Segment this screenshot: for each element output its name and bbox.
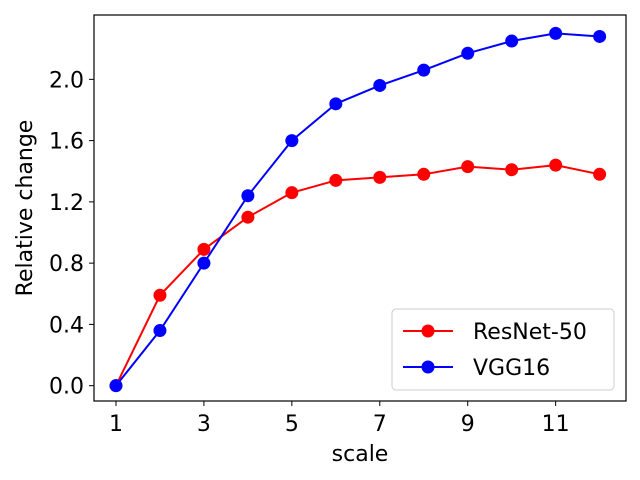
x-tick-label-3: 3 (197, 412, 211, 437)
point-vgg16-x9 (461, 46, 475, 60)
point-resnet50-x9 (461, 160, 475, 174)
y-tick-label-1.6: 1.6 (49, 130, 84, 155)
series-line-vgg16 (115, 32, 600, 387)
x-axis-label: scale (332, 442, 389, 467)
point-vgg16-x6 (329, 97, 343, 111)
point-vgg16-x3 (197, 256, 211, 270)
y-axis-label: Relative change (13, 120, 38, 297)
point-resnet50-x10 (505, 163, 519, 177)
legend: ResNet-50 VGG16 (391, 308, 615, 391)
point-resnet50-x11 (549, 158, 563, 172)
x-tick-label-9: 9 (461, 412, 475, 437)
point-vgg16-x10 (505, 34, 519, 48)
point-resnet50-x12 (593, 167, 607, 181)
legend-box (391, 308, 615, 391)
point-resnet50-x4 (241, 210, 255, 224)
point-vgg16-x2 (153, 324, 167, 338)
x-tick-label-11: 11 (542, 412, 570, 437)
point-vgg16-x8 (417, 63, 431, 77)
point-vgg16-x12 (593, 29, 607, 43)
plot-frame (93, 14, 627, 402)
point-resnet50-x7 (373, 170, 387, 184)
legend-label-resnet50: ResNet-50 (473, 320, 587, 345)
y-tick-label-0.8: 0.8 (49, 252, 84, 277)
point-resnet50-x2 (153, 288, 167, 302)
legend-marker-vgg16 (421, 360, 435, 374)
y-tick-label-2.0: 2.0 (49, 68, 84, 93)
point-vgg16-x4 (241, 189, 255, 203)
ticks-layer: 1 3 5 7 9 11 0.0 0.4 0.8 1.2 1.6 2.0 (49, 68, 570, 437)
point-resnet50-x6 (329, 173, 343, 187)
y-tick-label-0.4: 0.4 (49, 313, 84, 338)
legend-label-vgg16: VGG16 (473, 356, 550, 381)
series-line-resnet50 (115, 164, 600, 387)
legend-marker-resnet50 (421, 324, 435, 338)
y-tick-label-1.2: 1.2 (49, 191, 84, 216)
point-resnet50-x5 (285, 186, 299, 200)
point-vgg16-x5 (285, 134, 299, 148)
x-tick-label-1: 1 (109, 412, 123, 437)
y-tick-label-0.0: 0.0 (49, 375, 84, 400)
series-layer (109, 26, 607, 393)
point-vgg16-x7 (373, 78, 387, 92)
x-tick-label-5: 5 (285, 412, 299, 437)
x-tick-label-7: 7 (373, 412, 387, 437)
point-vgg16-x1 (109, 379, 123, 393)
point-resnet50-x3 (197, 242, 211, 256)
point-resnet50-x8 (417, 167, 431, 181)
point-vgg16-x11 (549, 26, 563, 40)
